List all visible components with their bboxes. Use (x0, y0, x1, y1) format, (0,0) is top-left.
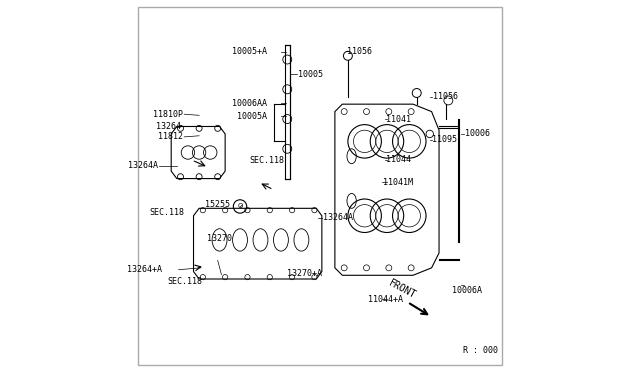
Text: R : 000: R : 000 (463, 346, 498, 355)
Text: FRONT: FRONT (387, 278, 417, 301)
Text: 13264: 13264 (156, 122, 181, 131)
Text: 13264A: 13264A (323, 213, 353, 222)
Text: 10006A: 10006A (452, 286, 482, 295)
Text: 11056: 11056 (347, 47, 372, 56)
Text: 11041: 11041 (386, 115, 411, 124)
Text: 13270: 13270 (207, 234, 232, 243)
Text: SEC.118: SEC.118 (250, 156, 284, 165)
Text: 10006: 10006 (465, 129, 490, 138)
Text: 11044+A: 11044+A (369, 295, 403, 304)
Text: 13264+A: 13264+A (127, 265, 162, 274)
Text: 13264A: 13264A (128, 161, 158, 170)
Text: 10005A: 10005A (237, 112, 267, 121)
Text: 15255: 15255 (205, 200, 230, 209)
Text: SEC.118: SEC.118 (168, 278, 202, 286)
Text: 11810P: 11810P (153, 110, 183, 119)
Text: 10005+A: 10005+A (232, 47, 267, 56)
Text: 11095: 11095 (433, 135, 458, 144)
Text: 11056: 11056 (433, 92, 458, 101)
Text: 11041M: 11041M (383, 178, 413, 187)
Text: O: O (237, 203, 243, 209)
Text: 11812: 11812 (158, 132, 183, 141)
Text: 13270+A: 13270+A (287, 269, 321, 278)
Text: SEC.118: SEC.118 (150, 208, 184, 217)
Text: 11044: 11044 (386, 155, 411, 164)
Text: 10006AA: 10006AA (232, 99, 267, 108)
Text: 10005: 10005 (298, 70, 323, 79)
